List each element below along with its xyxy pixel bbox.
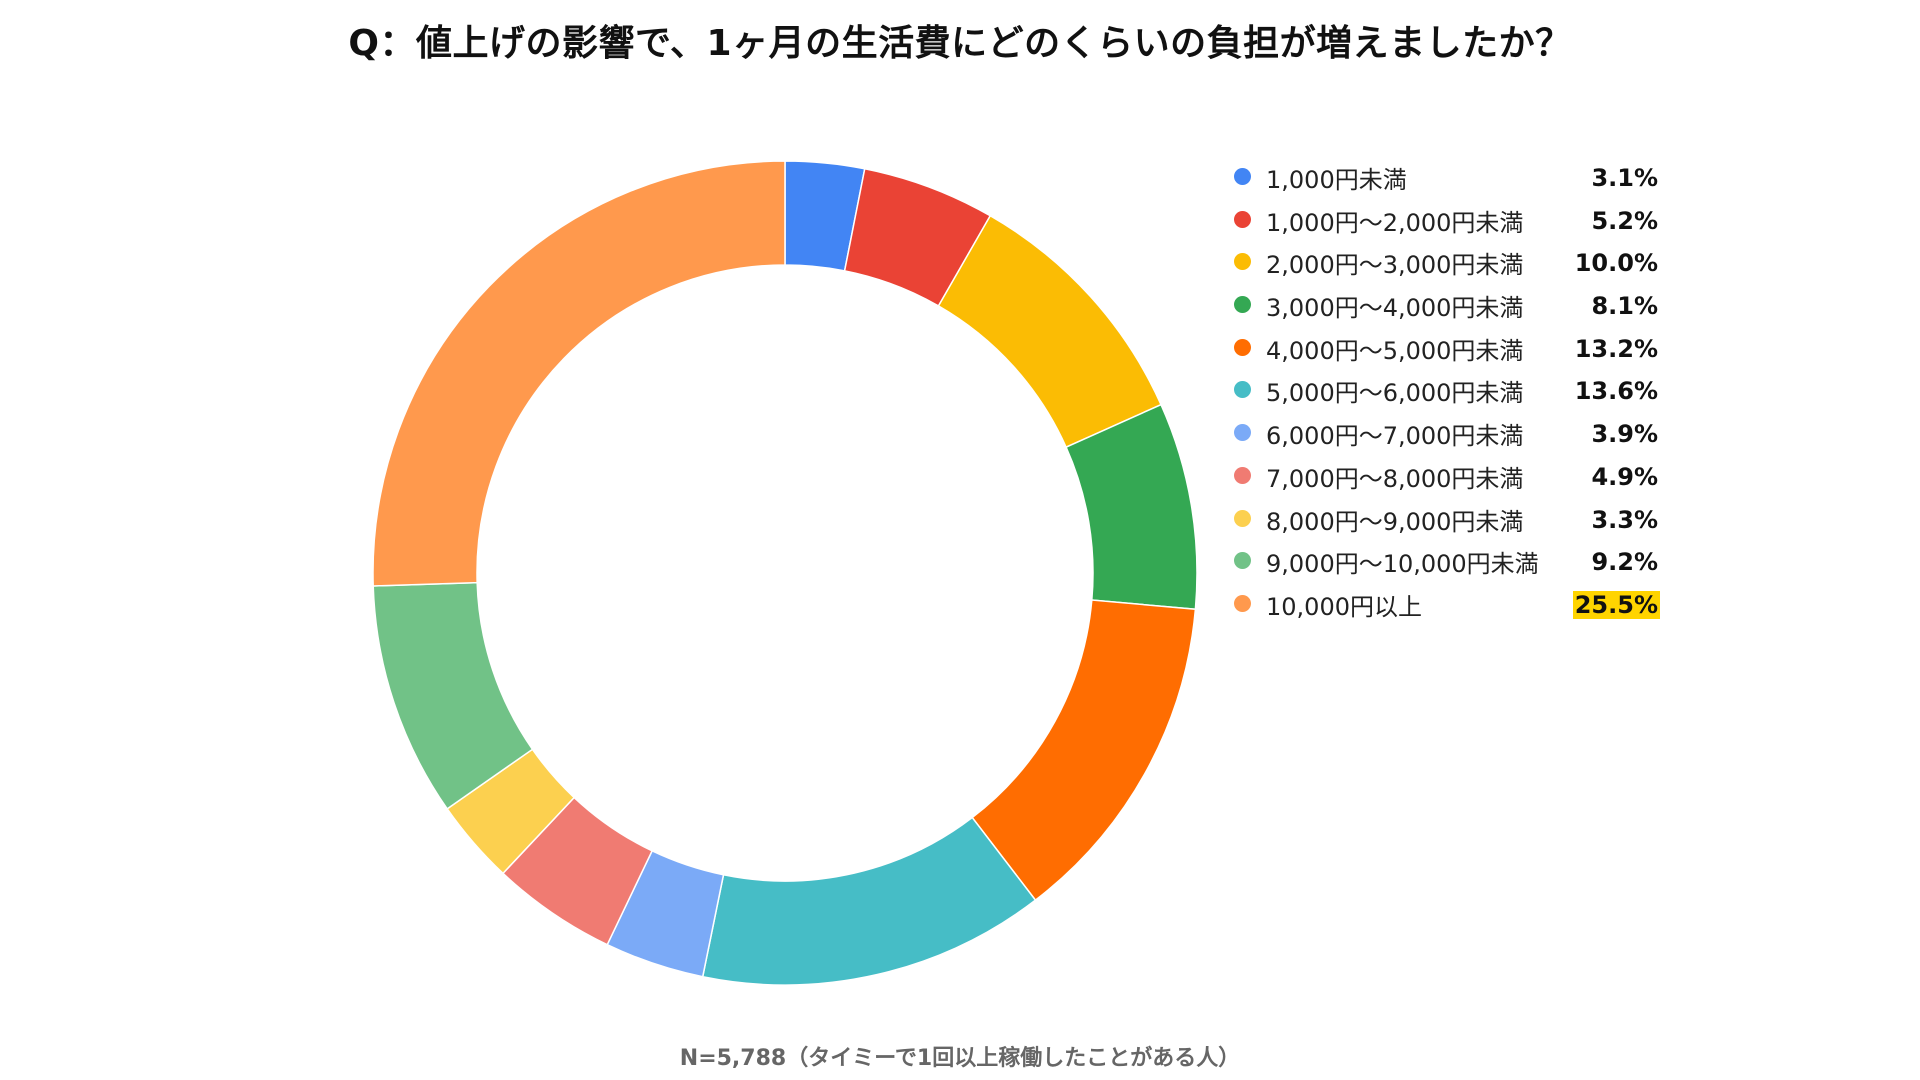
legend-value: 3.9% <box>1591 420 1658 449</box>
donut-slice-11 <box>372 160 786 587</box>
legend-label: 1,000円未満 <box>1266 166 1407 194</box>
legend-item: 2,000円〜3,000円未満 10.0% <box>1230 243 1670 286</box>
legend-label: 9,000円〜10,000円未満 <box>1266 550 1539 579</box>
legend-dot-icon <box>1234 552 1251 570</box>
legend-value: 3.3% <box>1591 505 1658 534</box>
legend-value: 13.6% <box>1574 377 1658 406</box>
legend-value: 3.1% <box>1591 164 1658 192</box>
legend-dot-icon <box>1234 424 1251 442</box>
legend-dot-icon <box>1234 594 1251 612</box>
sample-size-note: N=5,788（タイミーで1回以上稼働したことがある人） <box>679 1046 1241 1071</box>
legend-item: 10,000円以上 25.5% <box>1230 585 1670 628</box>
legend-label: 1,000円〜2,000円未満 <box>1266 208 1524 237</box>
legend-value: 9.2% <box>1591 548 1658 577</box>
legend-item: 4,000円〜5,000円未満 13.2% <box>1230 329 1670 372</box>
legend-label: 5,000円〜6,000円未満 <box>1266 379 1524 408</box>
donut-slice-6 <box>701 816 1037 986</box>
legend-dot-icon <box>1234 509 1251 527</box>
legend-label: 8,000円〜9,000円未満 <box>1266 507 1524 536</box>
legend-value: 13.2% <box>1574 334 1658 363</box>
legend-label: 4,000円〜5,000円未満 <box>1266 336 1524 365</box>
legend-dot-icon <box>1234 466 1251 484</box>
legend-dot-icon <box>1234 338 1251 356</box>
legend-value: 5.2% <box>1591 206 1658 235</box>
legend-item: 6,000円〜7,000円未満 3.9% <box>1230 414 1670 457</box>
legend-dot-icon <box>1234 296 1251 314</box>
legend-item: 1,000円未満 3.1% <box>1230 158 1670 201</box>
legend-label: 6,000円〜7,000円未満 <box>1266 422 1524 451</box>
legend-item: 9,000円〜10,000円未満 9.2% <box>1230 542 1670 585</box>
donut-slice-3 <box>937 214 1163 449</box>
legend-dot-icon <box>1234 210 1251 228</box>
legend-dot-icon <box>1234 381 1251 399</box>
legend-dot-icon <box>1234 168 1251 185</box>
legend-item: 7,000円〜8,000円未満 4.9% <box>1230 457 1670 500</box>
legend-value: 4.9% <box>1591 462 1658 491</box>
legend-value: 10.0% <box>1574 249 1658 278</box>
legend-item: 8,000円〜9,000円未満 3.3% <box>1230 500 1670 543</box>
chart-legend: 1,000円未満 3.1% 1,000円〜2,000円未満 5.2% 2,000円〜3,… <box>1230 158 1670 628</box>
legend-item: 1,000円〜2,000円未満 5.2% <box>1230 201 1670 244</box>
legend-label: 7,000円〜8,000円未満 <box>1266 464 1524 493</box>
donut-slice-5 <box>971 599 1197 902</box>
legend-value: 25.5% <box>1572 590 1660 619</box>
legend-label: 2,000円〜3,000円未満 <box>1266 251 1524 280</box>
legend-item: 5,000円〜6,000円未満 13.6% <box>1230 371 1670 414</box>
legend-label: 3,000円〜4,000円未満 <box>1266 294 1524 323</box>
chart-title: Q：値上げの影響で、1ヶ月の生活費にどのくらいの負担が増えましたか？ <box>348 23 1572 64</box>
legend-value: 8.1% <box>1591 292 1658 321</box>
legend-dot-icon <box>1234 253 1251 271</box>
legend-label: 10,000円以上 <box>1266 592 1422 621</box>
legend-item: 3,000円〜4,000円未満 8.1% <box>1230 286 1670 329</box>
